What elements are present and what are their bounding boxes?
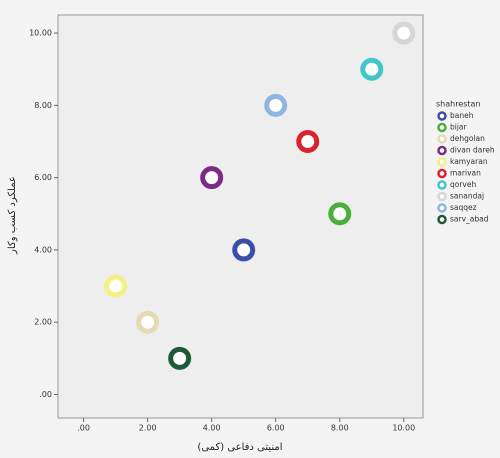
- x-tick-label: .00: [77, 424, 90, 433]
- plot-area: [57, 14, 424, 419]
- legend-label: saqqez: [450, 203, 477, 212]
- x-tick-label: 10.00: [392, 424, 415, 433]
- y-tick-label: .00: [39, 390, 52, 399]
- legend-marker: [437, 157, 447, 167]
- legend-marker: [437, 191, 447, 202]
- point: [392, 21, 416, 45]
- legend-label: sarv_abad: [450, 215, 489, 224]
- y-axis-title: عملکرد کسب وکار: [7, 176, 18, 255]
- legend-label: sanandaj: [450, 192, 484, 201]
- y-tick-label: 10.00: [29, 29, 52, 38]
- legend-marker: [437, 134, 447, 144]
- legend-label: kamyaran: [450, 157, 488, 166]
- x-tick-label: 2.00: [139, 424, 157, 433]
- y-tick-label: 8.00: [34, 101, 52, 110]
- x-tick-label: 8.00: [331, 424, 349, 433]
- point: [264, 93, 288, 117]
- legend-label: qorveh: [450, 180, 476, 189]
- x-axis-title: امنیتی دفاعی (کمی): [197, 442, 282, 453]
- point: [328, 202, 352, 226]
- legend-label: dehgolan: [450, 134, 485, 143]
- legend-marker: [437, 111, 447, 121]
- point: [232, 238, 256, 262]
- legend-title: shahrestan: [436, 100, 481, 109]
- y-tick-label: 2.00: [34, 318, 52, 327]
- legend-marker: [437, 214, 447, 225]
- point: [168, 346, 192, 370]
- legend-label: divan dareh: [450, 146, 495, 155]
- point: [136, 310, 160, 334]
- point: [104, 274, 128, 298]
- y-tick-label: 4.00: [34, 245, 52, 254]
- point: [360, 57, 384, 81]
- y-tick-label: 6.00: [34, 173, 52, 182]
- point: [296, 130, 320, 154]
- legend-label: baneh: [450, 111, 474, 120]
- point: [200, 166, 224, 190]
- legend-marker: [437, 168, 447, 179]
- legend-marker: [437, 203, 447, 213]
- legend-marker: [437, 145, 447, 156]
- legend-marker: [437, 180, 447, 190]
- legend-marker: [437, 122, 447, 133]
- legend-label: bijar: [450, 123, 468, 132]
- x-tick-label: 4.00: [203, 424, 221, 433]
- x-tick-label: 6.00: [267, 424, 285, 433]
- legend-label: marivan: [450, 169, 481, 178]
